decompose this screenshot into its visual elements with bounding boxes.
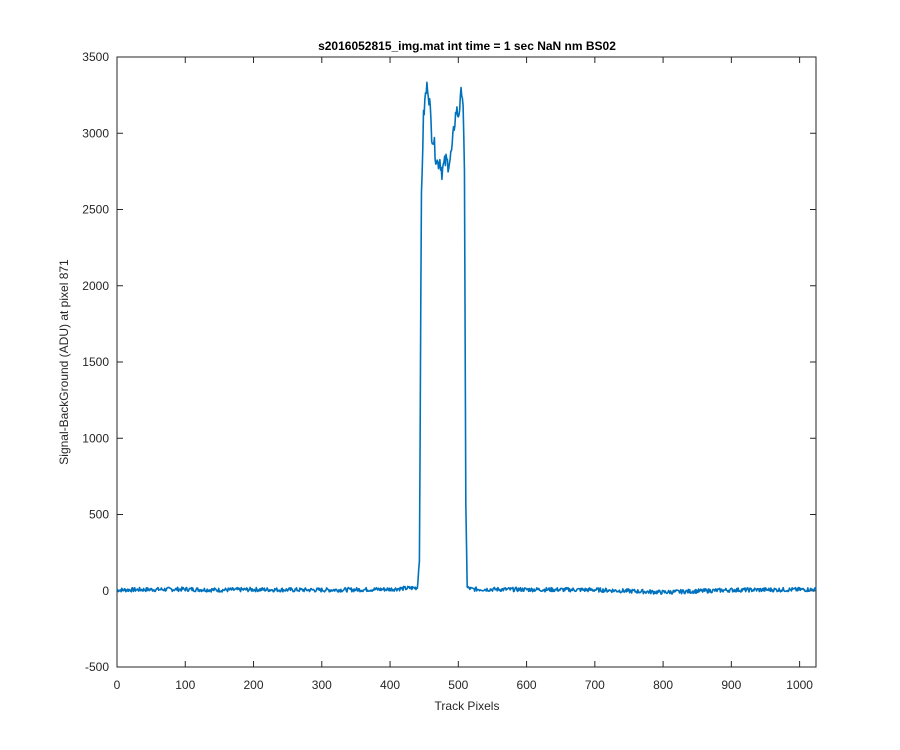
- x-tick-label: 300: [312, 678, 332, 692]
- x-tick-label: 200: [244, 678, 264, 692]
- x-axis-label: Track Pixels: [435, 699, 500, 713]
- y-tick-label: 3500: [82, 50, 109, 64]
- x-tick-label: 900: [721, 678, 741, 692]
- y-tick-label: 2500: [82, 203, 109, 217]
- y-tick-label: 0: [102, 584, 109, 598]
- y-axis-label: Signal-BackGround (ADU) at pixel 871: [57, 259, 71, 465]
- x-tick-label: 100: [175, 678, 195, 692]
- chart-title: s2016052815_img.mat int time = 1 sec NaN…: [318, 39, 616, 53]
- y-tick-label: 3000: [82, 126, 109, 140]
- x-tick-label: 400: [380, 678, 400, 692]
- y-tick-label: -500: [85, 660, 109, 674]
- x-tick-label: 500: [448, 678, 468, 692]
- y-tick-label: 500: [89, 508, 109, 522]
- series-line: [116, 81, 817, 595]
- y-tick-label: 1000: [82, 431, 109, 445]
- x-tick-label: 700: [585, 678, 605, 692]
- x-tick-label: 600: [517, 678, 537, 692]
- x-tick-label: 0: [114, 678, 121, 692]
- x-tick-label: 800: [653, 678, 673, 692]
- y-tick-label: 2000: [82, 279, 109, 293]
- x-tick-label: 1000: [786, 678, 813, 692]
- y-tick-label: 1500: [82, 355, 109, 369]
